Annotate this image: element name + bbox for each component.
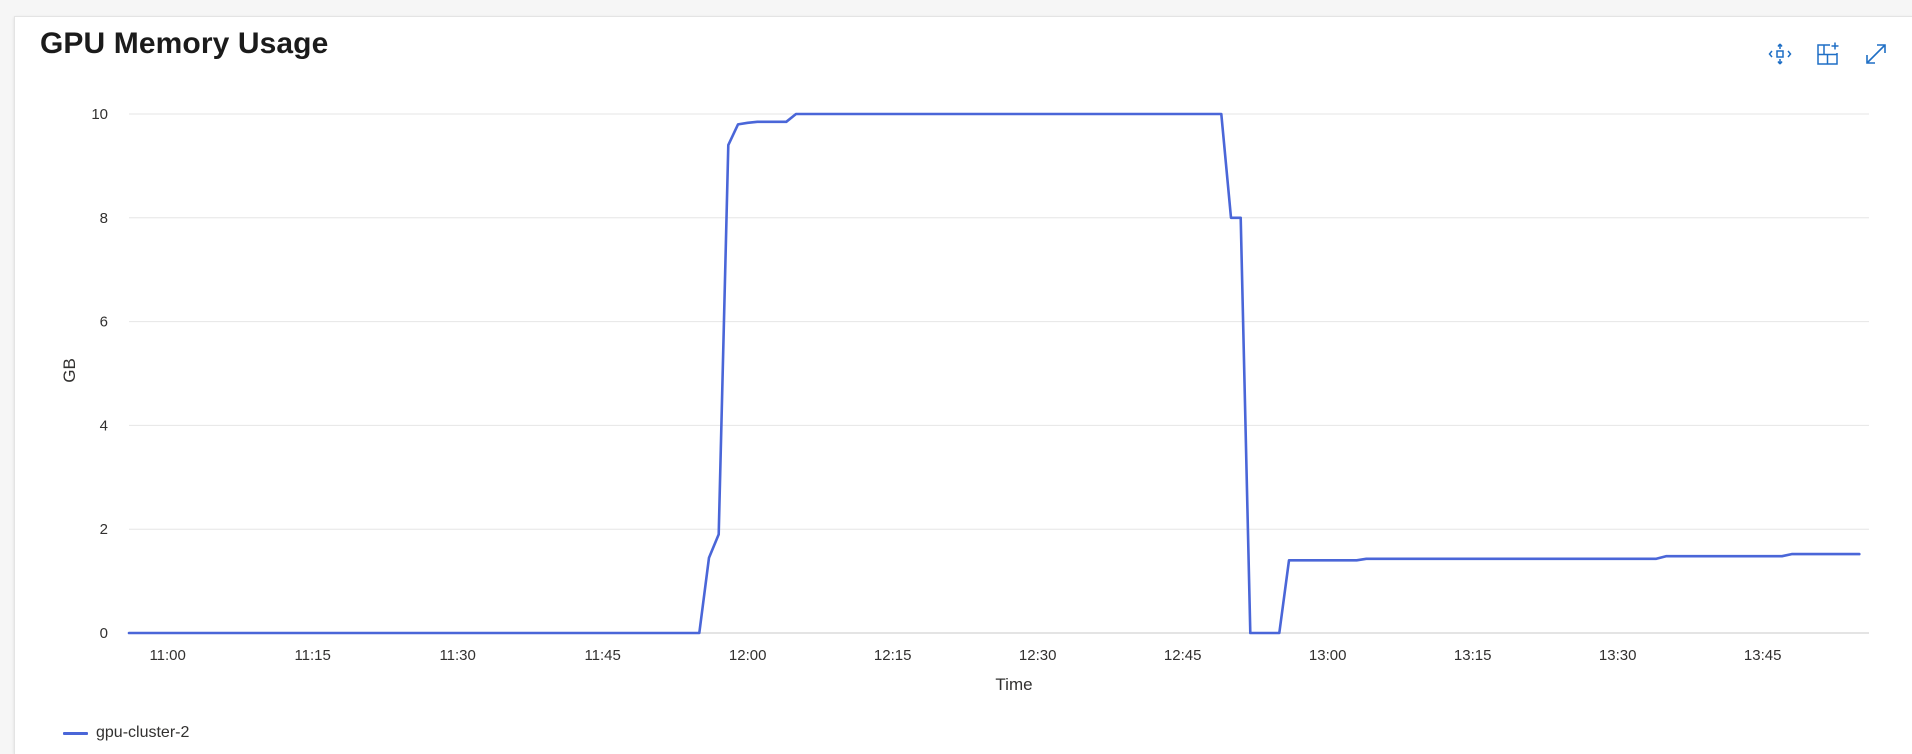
y-tick-label: 8 (100, 210, 108, 227)
y-tick-label: 4 (100, 417, 108, 434)
expand-button[interactable] (1861, 39, 1891, 69)
x-tick-label: 13:00 (1309, 647, 1347, 664)
y-axis-title: GB (60, 358, 79, 383)
chart-title: GPU Memory Usage (40, 27, 329, 60)
x-tick-label: 11:30 (439, 647, 475, 664)
y-tick-label: 0 (100, 625, 108, 642)
x-tick-label: 12:45 (1164, 647, 1202, 664)
y-tick-label: 6 (100, 314, 108, 331)
expand-icon (1864, 42, 1888, 66)
x-tick-label: 12:30 (1019, 647, 1057, 664)
add-to-dashboard-icon (1815, 41, 1841, 67)
x-tick-label: 12:00 (729, 647, 767, 664)
x-axis-title: Time (995, 675, 1032, 694)
chart-card: GPU Memory Usage (14, 16, 1912, 754)
line-chart: 0 2 4 6 8 10 11:00 11:15 11:30 11:45 12:00 12:15 12:… (60, 106, 1869, 694)
legend-item[interactable]: gpu-cluster-2 (63, 724, 189, 742)
chart-toolbar (1765, 39, 1891, 69)
add-to-dashboard-button[interactable] (1813, 39, 1843, 69)
x-tick-label: 13:30 (1599, 647, 1637, 664)
x-tick-label: 12:15 (874, 647, 912, 664)
y-tick-label: 2 (100, 521, 108, 538)
y-tick-label: 10 (91, 106, 108, 123)
legend-swatch (63, 731, 88, 735)
x-tick-label: 11:00 (149, 647, 185, 664)
series-line-gpu-cluster-2 (127, 112, 1861, 635)
move-icon (1768, 42, 1792, 66)
x-tick-label: 11:45 (584, 647, 620, 664)
x-tick-label: 11:15 (294, 647, 330, 664)
legend-label: gpu-cluster-2 (96, 724, 190, 741)
x-tick-label: 13:45 (1744, 647, 1782, 664)
x-tick-label: 13:15 (1454, 647, 1492, 664)
move-button[interactable] (1765, 39, 1795, 69)
